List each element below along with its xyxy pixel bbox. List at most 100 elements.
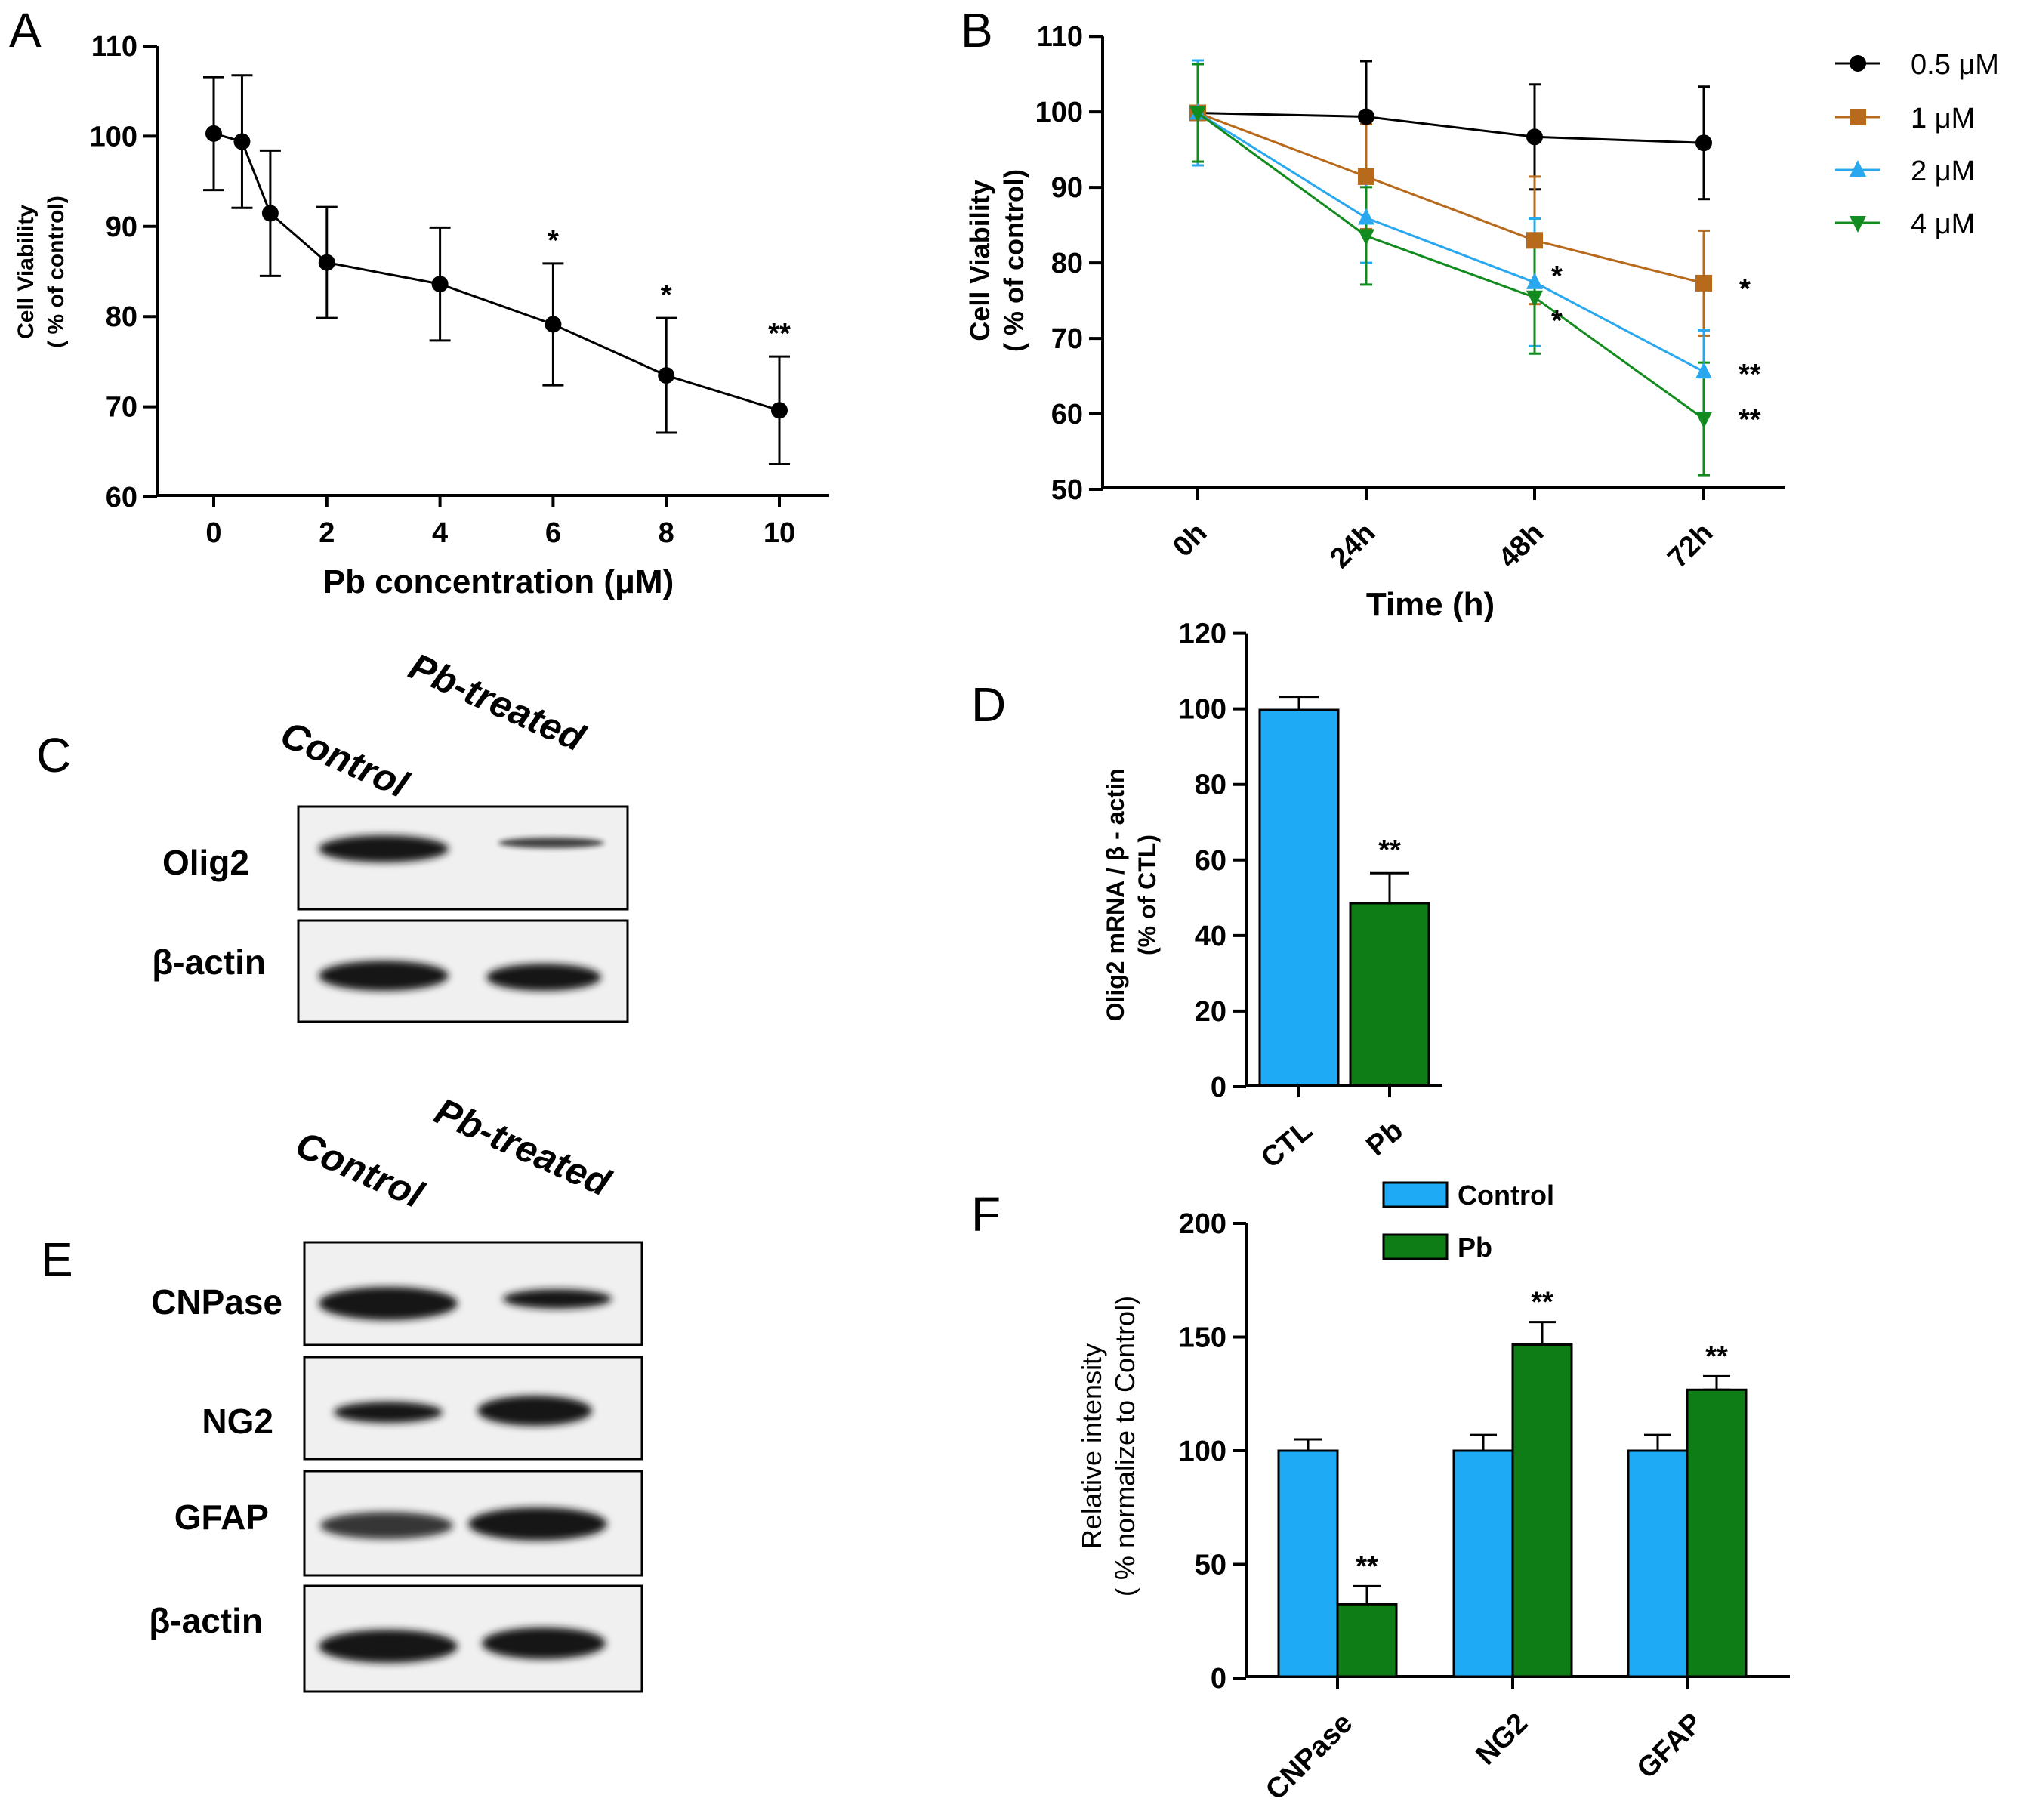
blot-e-band-gfap-control bbox=[320, 1512, 453, 1539]
chart-a-point-4 bbox=[431, 276, 449, 293]
chart-b-legend-marker-3 bbox=[1850, 216, 1866, 233]
chart-b-series-2-point-1 bbox=[1358, 208, 1374, 225]
chart-f-legend-label-1: Pb bbox=[1458, 1232, 1492, 1263]
chart-d-ytick-label-6: 120 bbox=[1179, 618, 1226, 650]
chart-b-series-3-point-2 bbox=[1526, 290, 1543, 307]
panel-letter-a: A bbox=[9, 3, 42, 57]
chart-b-ytick-label-3: 80 bbox=[1051, 248, 1083, 279]
chart-a-xlabel: Pb concentration (μM) bbox=[323, 563, 674, 600]
blot-c: Control Pb-treated Olig2 β-actin bbox=[152, 645, 629, 1023]
chart-b-xtick-label-1: 24h bbox=[1324, 517, 1381, 575]
chart-b-series-3-line bbox=[1197, 112, 1705, 420]
chart-d-bar-0 bbox=[1258, 708, 1340, 1087]
chart-f-series-1-significance-2: ** bbox=[1705, 1340, 1728, 1372]
chart-f-series-1-significance-1: ** bbox=[1531, 1287, 1553, 1319]
blot-e-band-gfap-pb bbox=[468, 1507, 607, 1541]
chart-d-ytick-label-5: 100 bbox=[1179, 694, 1226, 726]
chart-f-series-0-error-bar-1 bbox=[1470, 1433, 1497, 1452]
chart-b-series-1-significance-3: * bbox=[1739, 273, 1751, 305]
chart-f-series-1-error-bar-1 bbox=[1529, 1321, 1556, 1346]
chart-a: Cell Viability ( % of control) Pb concen… bbox=[14, 31, 829, 600]
blot-c-lane-control: Control bbox=[275, 713, 415, 807]
chart-a-ytick-label-0: 60 bbox=[106, 482, 137, 514]
chart-b-ytick-label-1: 60 bbox=[1051, 399, 1083, 430]
blot-e-band-cnpase-pb bbox=[503, 1289, 612, 1309]
chart-f-series-0-bar-2 bbox=[1627, 1449, 1689, 1678]
chart-f-ytick-label-3: 150 bbox=[1179, 1322, 1226, 1354]
chart-b-series-3-point-3 bbox=[1695, 412, 1712, 429]
chart-a-ytick-label-4: 100 bbox=[90, 121, 137, 153]
chart-b-series-3-point-1 bbox=[1358, 229, 1374, 246]
chart-b-series-2-point-2 bbox=[1526, 272, 1543, 289]
blot-e-label-gfap: GFAP bbox=[174, 1498, 269, 1537]
blot-e-label-cnpase: CNPase bbox=[151, 1282, 282, 1322]
blot-e-band-actin-control bbox=[319, 1630, 458, 1663]
blot-e: Control Pb-treated CNPase NG2 GFAP β-act… bbox=[149, 1090, 643, 1693]
chart-b-ytick-label-5: 100 bbox=[1035, 97, 1083, 128]
chart-b-series-1-point-1 bbox=[1358, 168, 1374, 185]
chart-b-series-1-line bbox=[1197, 112, 1705, 285]
chart-f-ytick-label-4: 200 bbox=[1179, 1208, 1226, 1240]
panel-letter-f: F bbox=[971, 1187, 1001, 1242]
chart-b-series-2-point-3 bbox=[1695, 362, 1712, 379]
chart-d-significance-1: ** bbox=[1378, 834, 1401, 866]
chart-b-series-3-significance-3: ** bbox=[1739, 404, 1761, 436]
chart-b-ylabel-line2: ( % of control) bbox=[998, 169, 1029, 352]
blot-e-band-actin-pb bbox=[482, 1627, 606, 1659]
chart-f-series-0-bar-1 bbox=[1452, 1449, 1514, 1678]
chart-f-series-0-error-bar-0 bbox=[1294, 1438, 1322, 1452]
chart-f-ytick-label-1: 50 bbox=[1195, 1550, 1226, 1581]
chart-f-xtick-label-1: NG2 bbox=[1470, 1707, 1534, 1772]
blot-c-band-olig2-control bbox=[319, 835, 449, 862]
chart-f-series-1-error-bar-0 bbox=[1353, 1584, 1381, 1606]
chart-b-series-1-point-3 bbox=[1695, 274, 1712, 292]
chart-d-ytick-label-2: 40 bbox=[1195, 921, 1226, 952]
chart-b-series-0-point-1 bbox=[1358, 108, 1374, 125]
blot-e-lane-control: Control bbox=[290, 1123, 430, 1217]
chart-a-point-1 bbox=[233, 133, 251, 150]
chart-f-xtick-label-0: CNPase bbox=[1260, 1707, 1359, 1806]
panel-letter-c: C bbox=[36, 728, 71, 782]
chart-a-xtick-label-4: 8 bbox=[659, 517, 674, 549]
blot-e-band-ng2-pb bbox=[477, 1396, 592, 1426]
panel-letter-e: E bbox=[41, 1232, 73, 1287]
chart-d-ytick-label-3: 60 bbox=[1195, 845, 1226, 877]
chart-f: Relative intensity ( % normalize to Cont… bbox=[1076, 1180, 1790, 1806]
blot-c-label-beta-actin: β-actin bbox=[152, 942, 266, 982]
chart-f-series-1-significance-0: ** bbox=[1356, 1550, 1378, 1582]
chart-a-xtick-label-1: 2 bbox=[319, 517, 335, 549]
chart-d-bar-1 bbox=[1349, 902, 1430, 1087]
chart-a-xtick-label-2: 4 bbox=[432, 517, 448, 549]
chart-f-legend-label-0: Control bbox=[1458, 1180, 1554, 1211]
chart-a-xtick-label-3: 6 bbox=[545, 517, 561, 549]
chart-d-error-bar-1 bbox=[1370, 871, 1409, 905]
chart-a-series-line bbox=[213, 132, 780, 412]
chart-a-ytick-label-5: 110 bbox=[91, 31, 137, 63]
chart-f-ytick-label-0: 0 bbox=[1211, 1663, 1226, 1695]
blot-c-band-actin-control bbox=[319, 961, 449, 991]
chart-b-xtick-label-0: 0h bbox=[1167, 517, 1213, 563]
chart-f-series-1-bar-2 bbox=[1686, 1388, 1748, 1678]
blot-c-lane-pb-treated: Pb-treated bbox=[403, 645, 592, 760]
blot-e-label-ng2: NG2 bbox=[202, 1402, 273, 1441]
chart-b-legend-label-1: 1 μM bbox=[1911, 103, 1975, 134]
blot-c-label-olig2: Olig2 bbox=[162, 843, 249, 882]
chart-d-ytick-label-4: 80 bbox=[1195, 770, 1226, 801]
chart-d-error-bar-0 bbox=[1279, 696, 1319, 711]
chart-a-ytick-label-1: 70 bbox=[106, 392, 137, 424]
chart-a-point-6 bbox=[658, 367, 675, 384]
chart-f-ytick-label-2: 100 bbox=[1179, 1436, 1226, 1467]
chart-b-series-1-point-2 bbox=[1526, 232, 1543, 249]
blot-e-label-beta-actin: β-actin bbox=[149, 1601, 263, 1640]
chart-b-series-0-point-2 bbox=[1526, 128, 1543, 146]
chart-a-point-7 bbox=[771, 402, 788, 419]
chart-a-point-0 bbox=[205, 125, 222, 142]
blot-e-band-cnpase-control bbox=[319, 1287, 458, 1320]
blot-e-band-ng2-control bbox=[334, 1402, 443, 1423]
chart-d-ylabel-line2: (% of CTL) bbox=[1134, 834, 1161, 955]
chart-b-ytick-label-6: 110 bbox=[1037, 21, 1083, 53]
chart-b-ytick-label-0: 50 bbox=[1051, 474, 1083, 506]
chart-b-series-0-line bbox=[1197, 112, 1705, 144]
chart-a-point-3 bbox=[318, 254, 335, 271]
chart-b-xlabel: Time (h) bbox=[1366, 586, 1495, 623]
